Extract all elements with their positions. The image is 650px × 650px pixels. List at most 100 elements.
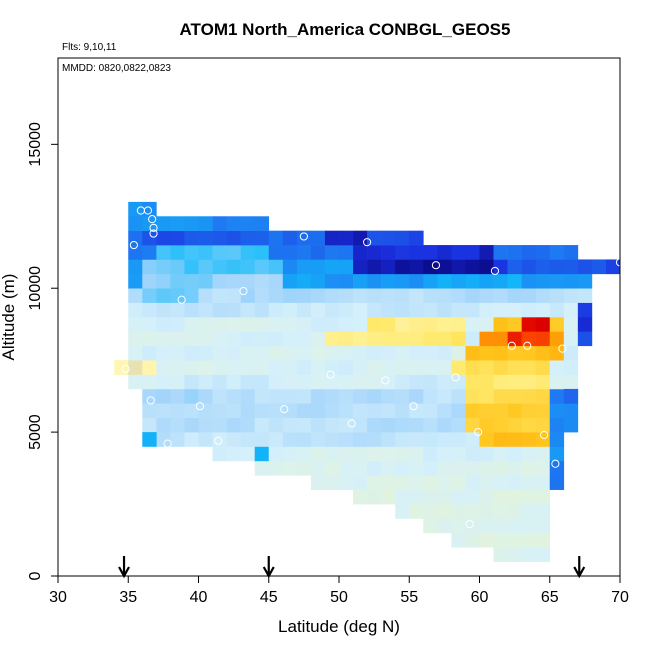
heatmap-cell xyxy=(170,273,185,289)
heatmap-cell xyxy=(212,273,227,289)
heatmap-cell xyxy=(451,331,466,347)
heatmap-cell xyxy=(381,489,396,505)
heatmap-cell xyxy=(409,489,424,505)
sample-point xyxy=(347,419,356,428)
heatmap-cell xyxy=(479,360,494,375)
heatmap-cell xyxy=(353,388,368,404)
heatmap-cell xyxy=(521,532,536,548)
heatmap-cell xyxy=(324,446,340,462)
heatmap-cell xyxy=(479,475,494,490)
heatmap-cell xyxy=(226,388,241,404)
heatmap-cell xyxy=(310,460,326,476)
heatmap-cell xyxy=(437,317,452,332)
heatmap-cell xyxy=(535,489,551,505)
heatmap-cell xyxy=(437,345,452,361)
heatmap-cell xyxy=(395,460,410,476)
heatmap-cell xyxy=(465,302,480,318)
heatmap-cell xyxy=(577,317,593,332)
heatmap-cell xyxy=(198,216,213,231)
heatmap-cell xyxy=(142,317,157,332)
heatmap-cell xyxy=(296,403,312,419)
sample-point xyxy=(280,404,289,414)
heatmap-cell xyxy=(535,532,551,548)
heatmap-cell xyxy=(324,374,340,390)
heatmap-cell xyxy=(451,446,466,462)
sample-point xyxy=(149,229,158,238)
heatmap-cell xyxy=(451,388,466,404)
heatmap-cell xyxy=(198,432,213,447)
heatmap-cell xyxy=(381,388,396,404)
heatmap-cell xyxy=(156,432,171,447)
heatmap-cell xyxy=(353,288,368,303)
heatmap-cell xyxy=(184,345,199,361)
heatmap-cell xyxy=(395,288,410,303)
heatmap-cell xyxy=(465,360,480,375)
heatmap-cell xyxy=(507,403,522,419)
y-axis: 0 5000 10000 15000 xyxy=(27,122,58,580)
heatmap-cell xyxy=(535,403,551,419)
flight-arrow xyxy=(118,556,130,579)
heatmap-cell xyxy=(310,259,326,275)
heatmap-cell xyxy=(493,403,508,419)
heatmap-cell xyxy=(507,532,522,548)
heatmap-cell xyxy=(324,475,340,490)
heatmap-cell xyxy=(240,417,255,433)
heatmap-cell xyxy=(170,302,185,318)
heatmap-cell xyxy=(409,403,424,419)
heatmap-cell xyxy=(423,518,438,534)
heatmap-cell xyxy=(142,432,157,447)
heatmap-cell xyxy=(226,331,241,347)
heatmap-cell xyxy=(563,288,579,303)
heatmap-cell xyxy=(535,388,551,404)
heatmap-cell xyxy=(170,245,185,260)
heatmap-cell xyxy=(142,288,157,303)
heatmap-cell xyxy=(507,360,522,375)
heatmap-cell xyxy=(367,302,382,318)
heatmap-cell xyxy=(367,403,382,419)
heatmap-cell xyxy=(549,345,565,361)
heatmap-cell xyxy=(563,360,579,375)
heatmap-cell xyxy=(549,317,565,332)
heatmap-cell xyxy=(535,302,551,318)
heatmap-cell xyxy=(268,417,284,433)
heatmap-cell xyxy=(212,302,227,318)
heatmap-cell xyxy=(184,230,199,246)
heatmap-cell xyxy=(549,446,565,462)
heatmap-cell xyxy=(535,374,551,390)
heatmap-cell xyxy=(423,317,438,332)
heatmap-cell xyxy=(409,432,424,447)
heatmap-cell xyxy=(479,446,494,462)
heatmap-cell xyxy=(423,273,438,289)
heatmap-cell xyxy=(339,345,354,361)
heatmap-cell xyxy=(451,259,466,275)
heatmap-cell xyxy=(170,345,185,361)
heatmap-cell xyxy=(479,403,494,419)
heatmap-cell xyxy=(549,302,565,318)
heatmap-cell xyxy=(353,317,368,332)
heatmap-cell xyxy=(535,273,551,289)
heatmap-cell xyxy=(563,259,579,275)
heatmap-cell xyxy=(296,417,312,433)
heatmap-cell xyxy=(563,302,579,318)
heatmap-cell xyxy=(212,403,227,419)
heatmap-cell xyxy=(339,273,354,289)
x-tick-label: 55 xyxy=(400,589,418,606)
heatmap-cell xyxy=(535,446,551,462)
heatmap-cell xyxy=(226,288,241,303)
heatmap-cell xyxy=(339,245,354,260)
heatmap-cell xyxy=(142,331,157,347)
heatmap-cell xyxy=(549,388,565,404)
heatmap-cell xyxy=(240,273,255,289)
heatmap-cell xyxy=(549,417,565,433)
heatmap-cell xyxy=(549,288,565,303)
heatmap-cell xyxy=(324,345,340,361)
heatmap-cell xyxy=(184,374,199,390)
heatmap-cell xyxy=(198,259,213,275)
heatmap-cell xyxy=(423,360,438,375)
heatmap-cell xyxy=(353,360,368,375)
heatmap-cell xyxy=(563,417,579,433)
heatmap-cell xyxy=(353,374,368,390)
heatmap-cell xyxy=(521,417,536,433)
y-tick-label: 15000 xyxy=(27,122,44,167)
heatmap-cell xyxy=(367,230,382,246)
